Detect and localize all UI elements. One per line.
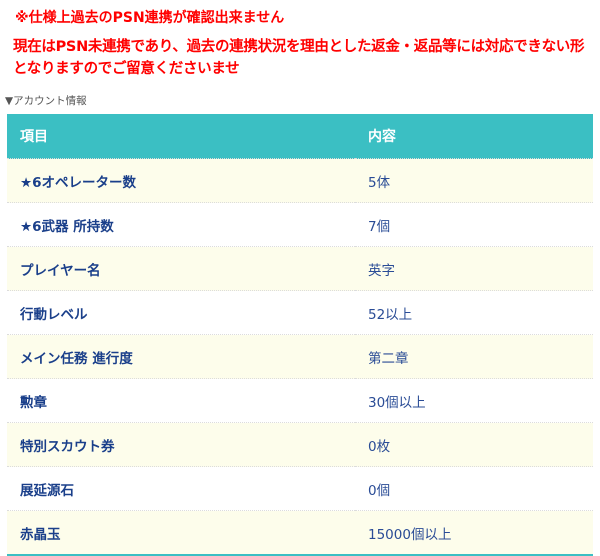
row-value: 0個 [355,466,593,511]
notice-title: ※仕様上過去のPSN連携が確認出来ません [15,10,285,26]
table-row: ★6オペレーター数 5体 [7,158,593,203]
table-row: 展延源石 0個 [7,466,593,511]
table-row: ★6武器 所持数 7個 [7,202,593,247]
row-item: プレイヤー名 [7,246,355,291]
notice-body: 現在はPSN未連携であり、過去の連携状況を理由とした返金・返品等には対応できない… [13,39,585,77]
row-item: 勲章 [7,378,355,423]
table-row: 特別スカウト券 0枚 [7,422,593,467]
row-value: 15000個以上 [355,510,593,555]
row-item: 特別スカウト券 [7,422,355,467]
row-item: メイン任務 進行度 [7,334,355,379]
table-row: メイン任務 進行度 第二章 [7,334,593,379]
table-row: 行動レベル 52以上 [7,290,593,335]
row-value: 0枚 [355,422,593,467]
table-row: 赤晶玉 15000個以上 [7,510,593,555]
row-item: 行動レベル [7,290,355,335]
header-content: 内容 [355,114,593,159]
section-label: ▼アカウント情報 [5,95,87,107]
row-value: 30個以上 [355,378,593,423]
table-header: 項目 内容 [7,114,593,159]
row-item: ★6武器 所持数 [7,202,355,247]
row-value: 52以上 [355,290,593,335]
header-item: 項目 [7,114,355,159]
row-value: 第二章 [355,334,593,379]
row-value: 5体 [355,158,593,203]
row-item: ★6オペレーター数 [7,158,355,203]
table-row: プレイヤー名 英字 [7,246,593,291]
row-item: 赤晶玉 [7,510,355,555]
row-value: 英字 [355,246,593,291]
table-row: 勲章 30個以上 [7,378,593,423]
row-item: 展延源石 [7,466,355,511]
account-info-table: 項目 内容 ★6オペレーター数 5体 ★6武器 所持数 7個 プレイヤー名 英字 行動レベル… [7,114,593,556]
row-value: 7個 [355,202,593,247]
